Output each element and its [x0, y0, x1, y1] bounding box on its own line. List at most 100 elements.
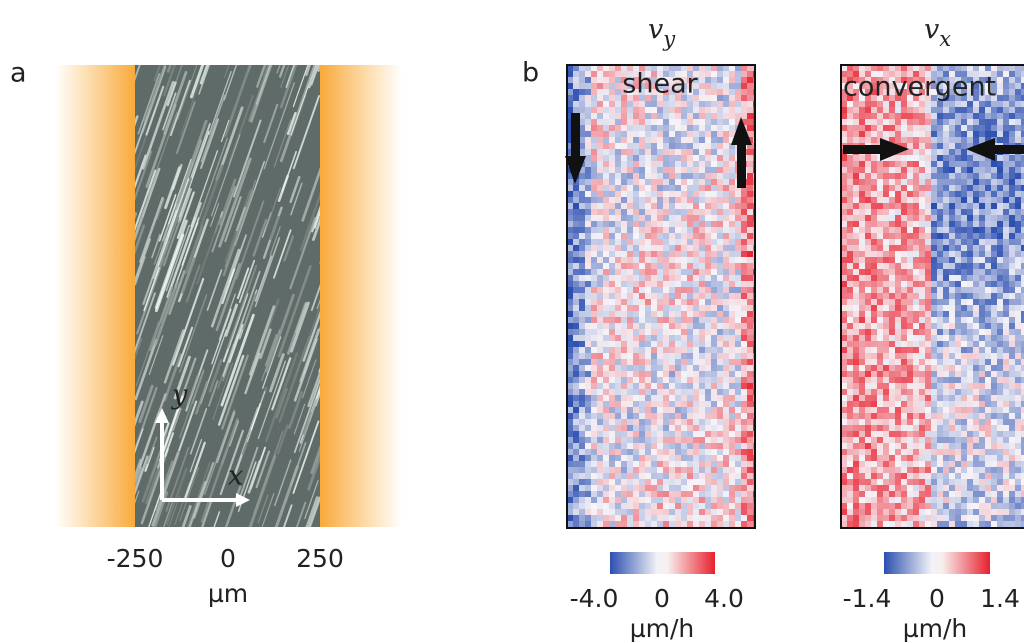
map-cell [663, 227, 669, 233]
map-cell [573, 383, 579, 389]
map-cell [1009, 233, 1015, 239]
map-cell [1015, 227, 1021, 233]
map-cell [961, 371, 967, 377]
map-cell [699, 119, 705, 125]
map-cell [597, 269, 603, 275]
map-cell [675, 323, 681, 329]
map-cell [579, 449, 585, 455]
map-cell [645, 401, 651, 407]
streak [298, 393, 320, 452]
map-cell [871, 161, 877, 167]
y-arrowhead [155, 408, 169, 423]
map-cell [633, 413, 639, 419]
map-cell [597, 239, 603, 245]
map-cell [567, 215, 573, 221]
map-cell [949, 329, 955, 335]
map-cell [949, 377, 955, 383]
map-cell [949, 395, 955, 401]
streak [238, 7, 257, 62]
map-cell [907, 383, 913, 389]
map-cell [597, 473, 603, 479]
map-cell [991, 83, 997, 89]
map-cell [729, 167, 735, 173]
map-cell [639, 293, 645, 299]
map-cell [919, 323, 925, 329]
map-cell [603, 167, 609, 173]
map-cell [645, 197, 651, 203]
map-cell [1021, 155, 1024, 161]
map-cell [603, 161, 609, 167]
map-cell [585, 395, 591, 401]
map-cell [597, 383, 603, 389]
map-cell [573, 311, 579, 317]
map-cell [627, 329, 633, 335]
map-cell [913, 281, 919, 287]
map-cell [711, 269, 717, 275]
map-cell [847, 311, 853, 317]
map-cell [579, 521, 585, 527]
map-cell [877, 191, 883, 197]
map-cell [925, 143, 931, 149]
map-cell [639, 455, 645, 461]
map-cell [991, 77, 997, 83]
streak [269, 226, 281, 256]
map-cell [1009, 359, 1015, 365]
map-cell [657, 89, 663, 95]
map-cell [687, 461, 693, 467]
map-cell [699, 107, 705, 113]
map-cell [931, 293, 937, 299]
map-cell [687, 389, 693, 395]
streak [201, 501, 212, 527]
map-cell [657, 197, 663, 203]
map-cell [973, 293, 979, 299]
map-cell [937, 83, 943, 89]
map-cell [913, 107, 919, 113]
map-cell [883, 173, 889, 179]
map-cell [633, 113, 639, 119]
map-cell [699, 239, 705, 245]
map-cell [931, 107, 937, 113]
map-cell [657, 161, 663, 167]
map-cell [579, 359, 585, 365]
map-cell [585, 239, 591, 245]
map-cell [729, 377, 735, 383]
map-cell [997, 377, 1003, 383]
map-cell [747, 281, 753, 287]
map-cell [675, 287, 681, 293]
map-cell [591, 143, 597, 149]
map-cell [633, 491, 639, 497]
map-cell [717, 251, 723, 257]
map-cell [585, 401, 591, 407]
map-cell [699, 167, 705, 173]
map-cell [931, 113, 937, 119]
map-cell [859, 161, 865, 167]
map-cell [949, 293, 955, 299]
map-cell [711, 425, 717, 431]
map-cell [639, 395, 645, 401]
map-cell [973, 359, 979, 365]
map-cell [949, 131, 955, 137]
map-cell [847, 353, 853, 359]
map-cell [639, 125, 645, 131]
map-cell [681, 65, 687, 71]
map-cell [699, 479, 705, 485]
map-cell [621, 509, 627, 515]
map-cell [883, 227, 889, 233]
map-cell [669, 467, 675, 473]
map-cell [711, 107, 717, 113]
map-cell [573, 251, 579, 257]
map-cell [693, 161, 699, 167]
streak [302, 325, 320, 376]
map-cell [639, 113, 645, 119]
map-cell [645, 233, 651, 239]
map-cell [865, 413, 871, 419]
map-cell [997, 101, 1003, 107]
map-cell [961, 329, 967, 335]
map-cell [687, 395, 693, 401]
map-cell [645, 389, 651, 395]
map-cell [627, 431, 633, 437]
map-cell [579, 389, 585, 395]
map-cell [985, 251, 991, 257]
map-cell [919, 299, 925, 305]
map-cell [579, 485, 585, 491]
